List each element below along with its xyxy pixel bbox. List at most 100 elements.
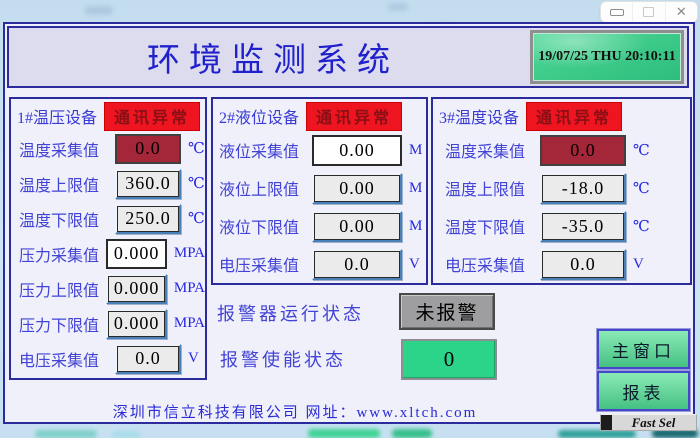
close-icon: ✕: [675, 4, 687, 20]
fast-sel-button[interactable]: Fast Sel: [600, 414, 697, 431]
field-unit: MPA: [173, 245, 205, 261]
field-value-box[interactable]: 0.0: [115, 343, 181, 374]
field-label: 电压采集值: [445, 258, 526, 275]
taskbar-fragment: [112, 431, 140, 438]
field-label: 压力下限值: [19, 317, 100, 335]
clock-display: 19/07/25 THU 20:10:11: [530, 30, 684, 84]
field-label: 温度上限值: [19, 177, 100, 195]
field-unit: M: [409, 217, 423, 234]
field-unit: MPA: [173, 280, 205, 296]
main-window-button[interactable]: 主窗口: [597, 329, 690, 369]
comm-status-badge: 通讯异常: [526, 101, 623, 131]
device-panel-1: 1#温压设备 通讯异常 温度采集值 0.0 ℃ 温度上限值 360.0 ℃ 温度下限值 250.0…: [9, 97, 207, 380]
field-value-box[interactable]: 0.000: [106, 273, 167, 304]
footer-company-line: 深圳市信立科技有限公司 网址：www.xltch.com: [112, 405, 478, 421]
field-row: 电压采集值 0.0 V: [213, 245, 426, 283]
alarm-run-status-label: 报警器运行状态: [217, 304, 364, 324]
title-bar: 环境监测系统 19/07/25 THU 20:10:11: [7, 26, 689, 88]
comm-status-badge: 通讯异常: [104, 101, 201, 131]
desktop-smudge: [85, 6, 113, 15]
field-value-box[interactable]: 0.00: [312, 210, 402, 242]
report-button[interactable]: 报表: [597, 371, 690, 411]
field-row: 温度上限值 -18.0 ℃: [433, 169, 690, 207]
taskbar-fragment: [558, 430, 636, 438]
close-button[interactable]: ✕: [664, 2, 697, 22]
field-value-box: 0.0: [540, 134, 626, 166]
field-row: 液位上限值 0.00 M: [213, 169, 426, 207]
taskbar-fragment: [35, 430, 97, 438]
field-label: 液位上限值: [219, 182, 300, 199]
hmi-window: 环境监测系统 19/07/25 THU 20:10:11 1#温压设备 通讯异常温…: [3, 22, 697, 431]
field-label: 温度上限值: [445, 182, 526, 199]
panel-header: 2#液位设备 通讯异常: [219, 101, 424, 131]
field-label: 温度下限值: [445, 220, 526, 237]
desktop-smudge: [388, 3, 408, 11]
minimize-icon: [609, 8, 624, 16]
minimize-button[interactable]: [601, 2, 632, 22]
field-value-box[interactable]: 360.0: [115, 168, 181, 199]
field-label: 压力采集值: [19, 247, 100, 265]
field-unit: ℃: [188, 211, 205, 227]
field-unit: V: [188, 350, 199, 366]
field-row: 温度上限值 360.0 ℃: [11, 166, 205, 201]
panel-header: 1#温压设备 通讯异常: [17, 101, 203, 131]
device-panel-3: 3#温度设备 通讯异常 温度采集值 0.0 ℃ 温度上限值 -18.0 ℃ 温度下限值 -35.0…: [431, 97, 692, 285]
field-row: 电压采集值 0.0 V: [11, 341, 205, 376]
maximize-button[interactable]: [632, 2, 664, 22]
field-value-box[interactable]: 0.0: [312, 248, 402, 280]
field-row: 温度采集值 0.0 ℃: [433, 131, 690, 169]
field-row: 液位下限值 0.00 M: [213, 207, 426, 245]
window-controls: ✕: [600, 1, 698, 23]
field-row: 温度采集值 0.0 ℃: [11, 131, 205, 166]
field-label: 液位采集值: [219, 144, 300, 161]
panel-title: 1#温压设备: [17, 110, 98, 127]
field-value-box[interactable]: -18.0: [540, 172, 626, 204]
alarm-enable-box[interactable]: 0: [401, 339, 497, 380]
field-value-box: 0.00: [312, 134, 402, 166]
field-value-box[interactable]: 0.000: [106, 308, 167, 339]
field-label: 温度采集值: [445, 144, 526, 161]
page-title: 环境监测系统: [147, 43, 399, 79]
field-unit: V: [409, 255, 420, 272]
field-unit: ℃: [633, 180, 650, 197]
field-row: 压力上限值 0.000 MPA: [11, 271, 205, 306]
field-value-box[interactable]: 0.0: [540, 248, 626, 280]
taskbar-fragment: [308, 429, 380, 438]
device-panel-2: 2#液位设备 通讯异常 液位采集值 0.00 M 液位上限值 0.00 M 液位下限值 0.00 M…: [211, 97, 428, 285]
field-unit: V: [633, 255, 644, 272]
field-label: 压力上限值: [19, 282, 100, 300]
field-row: 液位采集值 0.00 M: [213, 131, 426, 169]
field-value-box[interactable]: -35.0: [540, 210, 626, 242]
field-label: 液位下限值: [219, 220, 300, 237]
field-unit: M: [409, 141, 423, 158]
panel-header: 3#温度设备 通讯异常: [439, 101, 688, 131]
field-value-box[interactable]: 250.0: [115, 203, 181, 234]
alarm-enable-label: 报警使能状态: [220, 350, 346, 370]
field-row: 温度下限值 -35.0 ℃: [433, 207, 690, 245]
taskbar-fragment: [392, 429, 432, 438]
field-unit: ℃: [188, 176, 205, 192]
maximize-icon: [643, 7, 655, 17]
field-row: 电压采集值 0.0 V: [433, 245, 690, 283]
taskbar-fragment: [652, 429, 698, 438]
field-unit: ℃: [633, 142, 650, 159]
field-label: 电压采集值: [219, 258, 300, 275]
comm-status-badge: 通讯异常: [306, 101, 403, 131]
field-unit: MPA: [173, 315, 205, 331]
alarm-run-status-box: 未报警: [399, 293, 495, 330]
field-row: 压力采集值 0.000 MPA: [11, 236, 205, 271]
field-unit: ℃: [633, 218, 650, 235]
panel-title: 3#温度设备: [439, 110, 520, 127]
field-row: 压力下限值 0.000 MPA: [11, 306, 205, 341]
field-label: 温度下限值: [19, 212, 100, 230]
field-value-box[interactable]: 0.00: [312, 172, 402, 204]
field-value-box: 0.000: [106, 238, 167, 269]
field-unit: ℃: [188, 141, 205, 157]
field-row: 温度下限值 250.0 ℃: [11, 201, 205, 236]
field-unit: M: [409, 179, 423, 196]
field-value-box: 0.0: [115, 133, 181, 164]
field-label: 温度采集值: [19, 142, 100, 160]
field-label: 电压采集值: [19, 352, 100, 370]
panel-title: 2#液位设备: [219, 110, 300, 127]
